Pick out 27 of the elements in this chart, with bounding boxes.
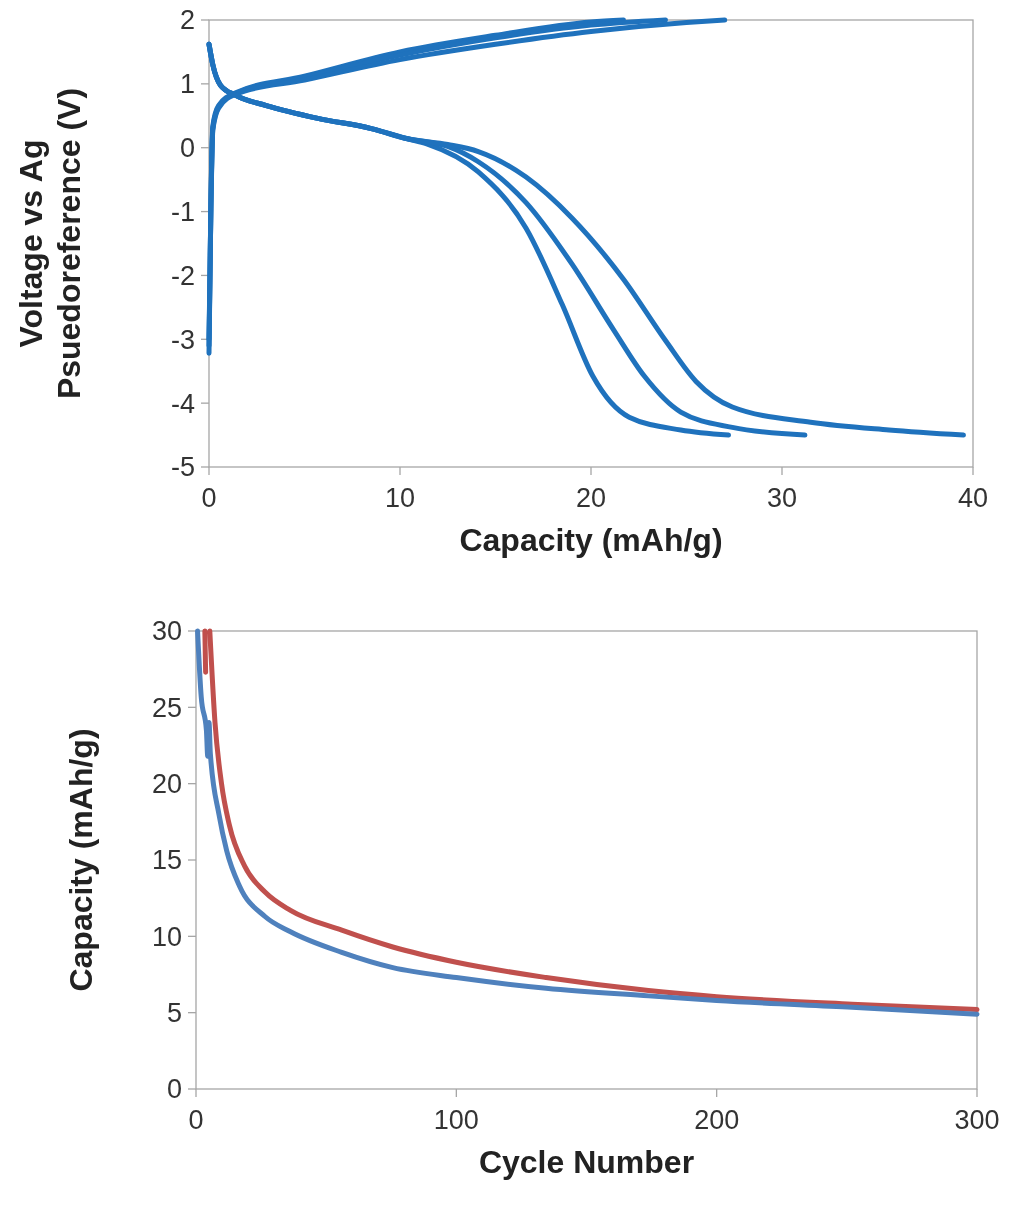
y-tick-label: 1: [179, 69, 195, 100]
x-axis-title: Capacity (mAh/g): [459, 522, 723, 558]
y-tick-label: -3: [170, 324, 195, 355]
y-tick-label: 0: [166, 1074, 182, 1105]
y-tick-label: 30: [151, 616, 182, 647]
y-tick-label: 2: [179, 5, 195, 36]
x-tick-label: 300: [954, 1105, 1000, 1135]
y-tick-label: 15: [151, 845, 182, 876]
x-tick-label: 200: [694, 1105, 740, 1135]
x-axis-title: Cycle Number: [478, 1144, 695, 1180]
y-tick-label: 20: [151, 769, 182, 800]
y-tick-label: 25: [151, 692, 182, 723]
x-tick-label: 20: [575, 483, 607, 513]
y-tick-label: 5: [166, 998, 182, 1029]
y-axis-title: Capacity (mAh/g): [63, 728, 99, 992]
y-tick-label: -1: [170, 197, 195, 228]
y-tick-label: 0: [179, 133, 195, 164]
y-tick-label: -4: [170, 388, 195, 419]
x-tick-label: 40: [957, 483, 989, 513]
y-tick-label: -2: [170, 260, 195, 291]
x-tick-label: 10: [384, 483, 416, 513]
x-tick-label: 100: [433, 1105, 479, 1135]
y-axis-title: Voltage vs Ag Psuedoreference (V): [13, 87, 87, 400]
y-tick-label: 10: [151, 921, 182, 952]
x-tick-label: 30: [766, 483, 798, 513]
x-tick-label: 0: [201, 483, 217, 513]
y-tick-label: -5: [170, 452, 195, 483]
